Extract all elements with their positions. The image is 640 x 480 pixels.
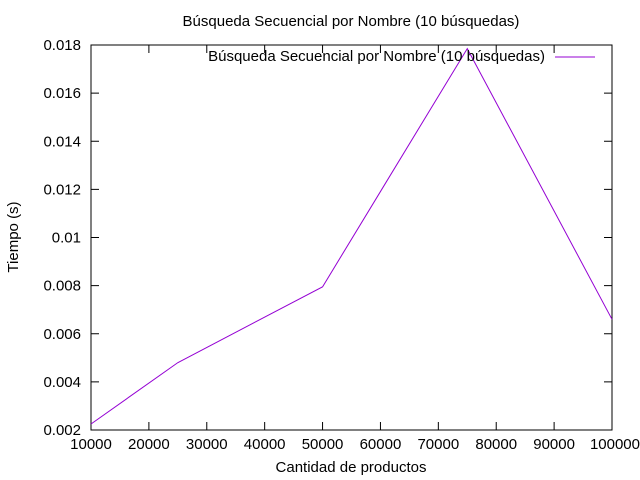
x-tick-label: 40000 [244,436,286,453]
x-tick-label: 30000 [186,436,228,453]
x-tick-label: 50000 [302,436,344,453]
x-tick-label: 90000 [533,436,575,453]
y-tick-label: 0.018 [43,37,81,54]
x-tick-label: 80000 [475,436,517,453]
x-tick-label: 20000 [128,436,170,453]
series-line [90,47,613,425]
y-axis-label: Tiempo (s) [5,201,22,272]
series-layer [90,47,613,425]
chart-title: Búsqueda Secuencial por Nombre (10 búsqu… [183,13,520,30]
y-tick-label: 0.004 [43,374,81,391]
y-tick-label: 0.016 [43,85,81,102]
legend: Búsqueda Secuencial por Nombre (10 búsqu… [208,48,595,65]
plot-frame [90,44,613,431]
x-axis: 10000 20000 30000 40000 50000 60000 70000 80000… [70,45,640,453]
x-axis-label: Cantidad de productos [276,459,427,476]
y-tick-label: 0.008 [43,278,81,295]
y-tick-label: 0.006 [43,326,81,343]
x-tick-label: 100000 [590,436,640,453]
legend-label: Búsqueda Secuencial por Nombre (10 búsqu… [208,48,545,65]
x-tick-label: 60000 [360,436,402,453]
x-tick-label: 70000 [417,436,459,453]
y-tick-label: 0.014 [43,133,81,150]
y-tick-label: 0.01 [52,230,81,247]
x-tick-label: 10000 [70,436,112,453]
y-tick-label: 0.012 [43,181,81,198]
y-axis: 0.002 0.004 0.006 0.008 0.01 0.012 0.014 0.016 0… [43,37,612,439]
y-tick-label: 0.002 [43,422,81,439]
